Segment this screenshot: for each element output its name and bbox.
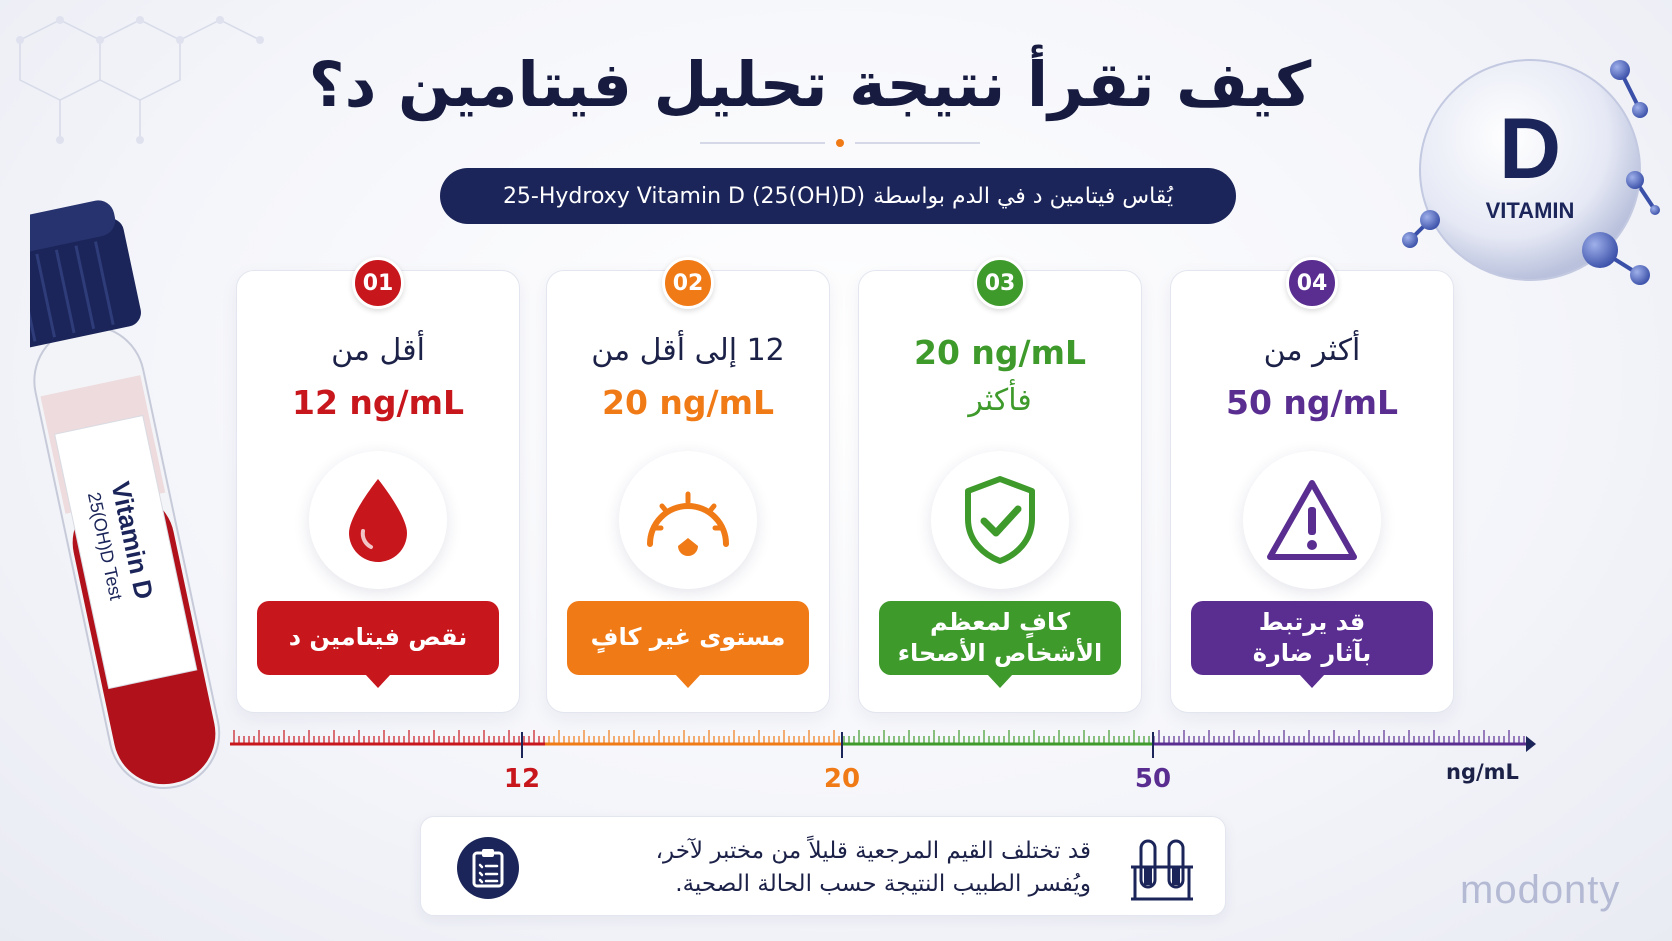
card-status-label: مستوى غير كافٍ	[567, 601, 809, 675]
card-number: 02	[662, 257, 714, 309]
warning-icon	[1267, 480, 1357, 560]
note-line1: قد تختلف القيم المرجعية قليلاً من مختبر …	[655, 838, 1091, 864]
card-range-value: 50 ng/mL	[1226, 383, 1398, 422]
status-line1: كافٍ لمعظم	[929, 607, 1071, 636]
shield-check-icon	[965, 476, 1035, 564]
subtitle-english: 25-Hydroxy Vitamin D (25(OH)D)	[502, 183, 866, 209]
blood-test-tube-image: Vitamin D 25(OH)D Test	[30, 200, 221, 789]
card-number: 04	[1286, 257, 1338, 309]
result-card-03: 03 20 ng/mL فأكثر كافٍ لمعظم الأشخاص الأص…	[858, 257, 1142, 713]
molecule-pattern-decoration	[16, 16, 264, 144]
card-range-prefix: 12 إلى أقل من	[591, 333, 785, 368]
scale-tick-20: 20	[823, 764, 861, 794]
blood-drop-icon	[349, 479, 407, 562]
brand-logo: modonty	[1460, 868, 1621, 912]
card-status-label: قد يرتبط بآثار ضارة	[1191, 601, 1433, 675]
note-line2: ويُفسر الطبيب النتيجة حسب الحالة الصحية.	[675, 871, 1091, 898]
vitamin-d-badge: D VITAMIN	[1402, 59, 1660, 285]
page-title: كيف تقرأ نتيجة تحليل فيتامين د؟	[308, 48, 1312, 121]
card-range-prefix: أقل من	[331, 333, 425, 368]
test-tubes-icon	[1131, 839, 1193, 901]
card-range-value: 20 ng/mL	[914, 333, 1086, 372]
card-number: 01	[352, 257, 404, 309]
level-scale	[230, 730, 1536, 758]
card-icon-circle	[309, 451, 447, 589]
status-line2: الأشخاص الأصحاء	[897, 639, 1103, 667]
result-card-01: 01 أقل من 12 ng/mL نقص فيتامين د	[236, 257, 520, 713]
card-icon-circle	[1243, 451, 1381, 589]
status-line2: بآثار ضارة	[1252, 639, 1372, 667]
gauge-icon	[647, 491, 729, 556]
card-status-label: نقص فيتامين د	[257, 601, 499, 675]
scale-unit-label: ng/mL	[1446, 760, 1519, 784]
status-line1: قد يرتبط	[1258, 607, 1366, 636]
card-range-suffix: فأكثر	[968, 383, 1032, 418]
title-divider-decoration	[700, 139, 980, 147]
scale-tick-50: 50	[1134, 764, 1172, 794]
card-icon-circle	[931, 451, 1069, 589]
scale-tick-12: 12	[503, 764, 541, 794]
result-card-04: 04 أكثر من 50 ng/mL قد يرتبط بآثار ضارة	[1170, 257, 1454, 713]
clipboard-icon	[457, 837, 519, 899]
card-status-label: كافٍ لمعظم الأشخاص الأصحاء	[879, 601, 1121, 675]
badge-letter: D	[1499, 101, 1561, 197]
subtitle-arabic: يُقاس فيتامين د في الدم بواسطة	[873, 183, 1174, 209]
subtitle-pill: يُقاس فيتامين د في الدم بواسطة 25-Hydrox…	[440, 168, 1236, 224]
card-icon-circle	[619, 451, 757, 589]
badge-word: VITAMIN	[1486, 198, 1575, 223]
card-number: 03	[974, 257, 1026, 309]
card-range-value: 12 ng/mL	[292, 383, 464, 422]
card-range-value: 20 ng/mL	[602, 383, 774, 422]
note-text: قد تختلف القيم المرجعية قليلاً من مختبر …	[531, 835, 1091, 902]
result-card-02: 02 12 إلى أقل من 20 ng/mL مستوى غير كافٍ	[546, 257, 830, 713]
disclaimer-note: قد تختلف القيم المرجعية قليلاً من مختبر …	[420, 816, 1226, 916]
card-range-prefix: أكثر من	[1263, 333, 1361, 368]
